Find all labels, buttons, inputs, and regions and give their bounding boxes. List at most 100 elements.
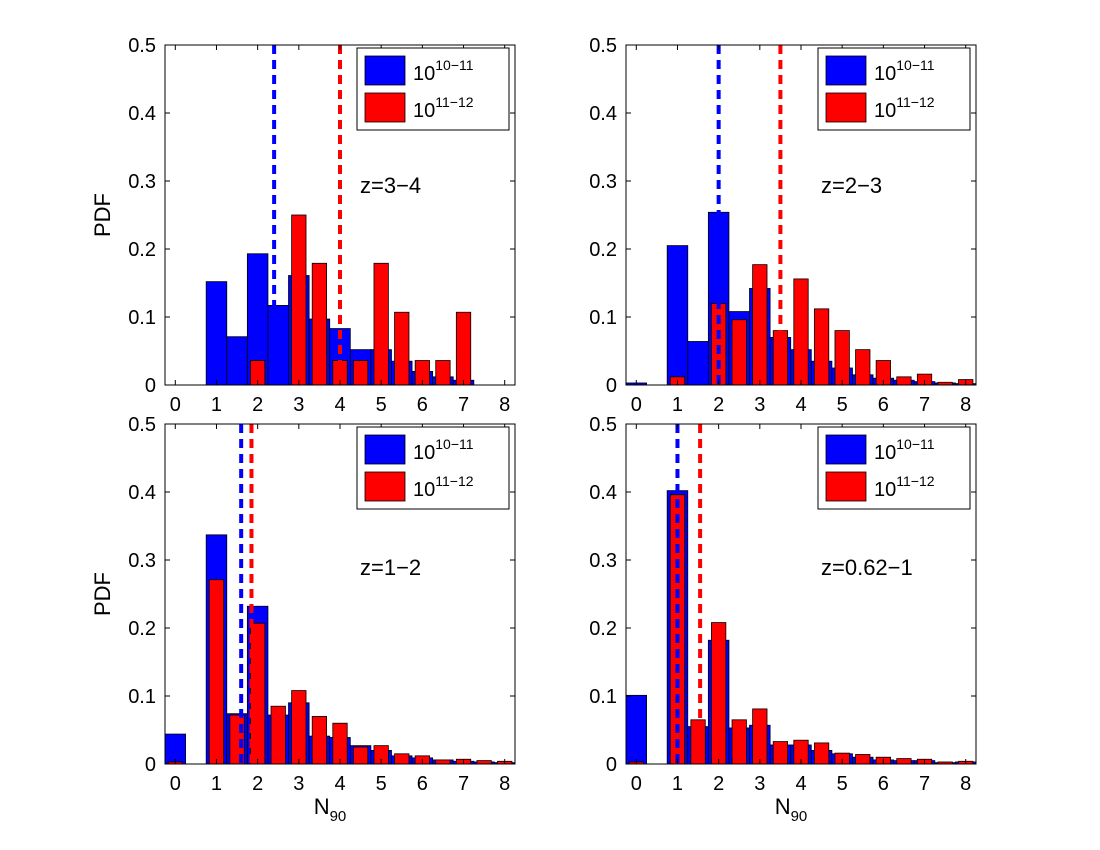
bar-red-5_5 — [855, 349, 871, 386]
x-axis-label-main: N — [775, 794, 791, 819]
x-tick-label: 8 — [960, 773, 971, 795]
x-tick-label: 8 — [960, 394, 971, 416]
bar-blue-1_5 — [687, 341, 709, 386]
x-tick-label: 4 — [795, 394, 806, 416]
x-tick-label: 2 — [713, 773, 724, 795]
x-axis-label: N90 — [314, 794, 347, 825]
x-tick-label: 0 — [170, 773, 181, 795]
x-tick-label: 2 — [713, 394, 724, 416]
legend-label: 1010−11 — [413, 57, 474, 85]
x-axis-label-subscript: 90 — [330, 808, 347, 825]
legend: 1010−11 1011−12 — [817, 426, 971, 510]
bar-red-2_5 — [731, 319, 747, 386]
y-tick-label: 0 — [145, 754, 156, 776]
legend-label-exponent: 11−12 — [896, 473, 934, 489]
x-tick-label: 6 — [878, 394, 889, 416]
x-axis-label: N90 — [775, 794, 808, 825]
legend-label-base: 10 — [874, 63, 896, 85]
y-tick-label: 0 — [606, 375, 617, 397]
y-tick-label: 0 — [145, 375, 156, 397]
x-tick-label: 3 — [754, 773, 765, 795]
panel-z-2-3: 0 1 2 3 4 5 6 7 800.10.20.30.40.5z=2−31010−11101… — [589, 35, 977, 416]
bar-red-5_5 — [394, 311, 410, 386]
x-axis-label-subscript: 90 — [791, 808, 808, 825]
x-tick-label: 5 — [837, 773, 848, 795]
panel-label: z=2−3 — [821, 173, 882, 198]
legend-swatch-red — [364, 471, 406, 502]
bar-red-5_5 — [394, 753, 410, 765]
bar-red-3_5 — [311, 262, 328, 386]
legend-label: 1010−11 — [874, 57, 935, 85]
bar-red-4_5 — [352, 360, 369, 386]
y-tick-label: 0.5 — [589, 35, 617, 57]
legend-label-exponent: 10−11 — [896, 436, 934, 452]
y-tick-label: 0.2 — [589, 239, 617, 261]
x-tick-label: 6 — [417, 394, 428, 416]
bar-red-2_5 — [731, 719, 747, 765]
x-tick-label: 5 — [376, 773, 387, 795]
y-tick-label: 0.1 — [128, 307, 156, 329]
bar-red-7 — [455, 311, 472, 386]
legend-label-base: 10 — [413, 63, 435, 85]
legend-label-base: 10 — [413, 479, 435, 501]
x-tick-label: 5 — [376, 394, 387, 416]
bar-red-6_5 — [435, 360, 451, 386]
legend-swatch-red — [825, 92, 867, 123]
legend-swatch-blue — [825, 55, 867, 86]
bar-red-2 — [711, 622, 727, 765]
x-tick-label: 4 — [795, 773, 806, 795]
legend-swatch-red — [364, 92, 406, 123]
panel-label: z=0.62−1 — [821, 555, 913, 580]
x-tick-label: 7 — [919, 773, 930, 795]
y-tick-label: 0.3 — [128, 550, 156, 572]
bar-red-3 — [752, 264, 768, 386]
panel-z-1-2: 0 1 2 3 4 5 6 7 800.10.20.30.40.5PDFN90z=1−21010… — [90, 414, 516, 825]
bar-red-3_5 — [772, 741, 789, 765]
legend-label: 1011−12 — [874, 94, 935, 122]
bar-blue-1_5 — [226, 336, 248, 386]
legend-label-exponent: 11−12 — [896, 94, 934, 110]
x-tick-label: 7 — [458, 773, 469, 795]
x-tick-label: 1 — [211, 394, 222, 416]
x-tick-label: 0 — [631, 394, 642, 416]
legend-label-base: 10 — [874, 100, 896, 122]
x-tick-label: 5 — [837, 394, 848, 416]
bar-red-4_5 — [813, 308, 830, 386]
bar-red-5_5 — [855, 754, 871, 765]
bar-red-1 — [208, 579, 225, 765]
y-tick-label: 0.5 — [589, 414, 617, 436]
bar-red-4 — [793, 278, 809, 386]
y-tick-label: 0.2 — [128, 618, 156, 640]
y-tick-label: 0.2 — [128, 239, 156, 261]
x-tick-label: 1 — [211, 773, 222, 795]
x-axis-label-main: N — [314, 794, 330, 819]
legend-label: 1011−12 — [413, 94, 474, 122]
x-tick-label: 3 — [293, 394, 304, 416]
legend-label-exponent: 11−12 — [435, 94, 473, 110]
bar-red-7_5 — [476, 760, 492, 765]
bar-blue-2_5 — [267, 305, 289, 386]
legend-label: 1010−11 — [874, 436, 935, 464]
y-tick-label: 0.1 — [589, 686, 617, 708]
y-tick-label: 0.3 — [128, 171, 156, 193]
panel-z-3-4: 0 1 2 3 4 5 6 7 800.10.20.30.40.5PDFz=3−41010−11… — [90, 35, 516, 416]
legend-swatch-red — [825, 471, 867, 502]
legend-swatch-blue — [364, 434, 406, 465]
legend-label-exponent: 10−11 — [435, 436, 473, 452]
x-tick-label: 4 — [334, 773, 345, 795]
legend-label: 1011−12 — [413, 473, 474, 501]
bar-red-5 — [834, 330, 850, 386]
legend-label-exponent: 11−12 — [435, 473, 473, 489]
y-tick-label: 0.4 — [589, 482, 617, 504]
bar-red-3 — [291, 214, 307, 386]
y-tick-label: 0.4 — [128, 482, 156, 504]
x-tick-label: 0 — [631, 773, 642, 795]
legend-label-base: 10 — [874, 479, 896, 501]
x-tick-label: 6 — [878, 773, 889, 795]
y-tick-label: 0.1 — [128, 686, 156, 708]
bar-red-4_5 — [352, 746, 369, 765]
bar-red-3 — [752, 708, 768, 765]
bar-red-5 — [373, 262, 389, 386]
